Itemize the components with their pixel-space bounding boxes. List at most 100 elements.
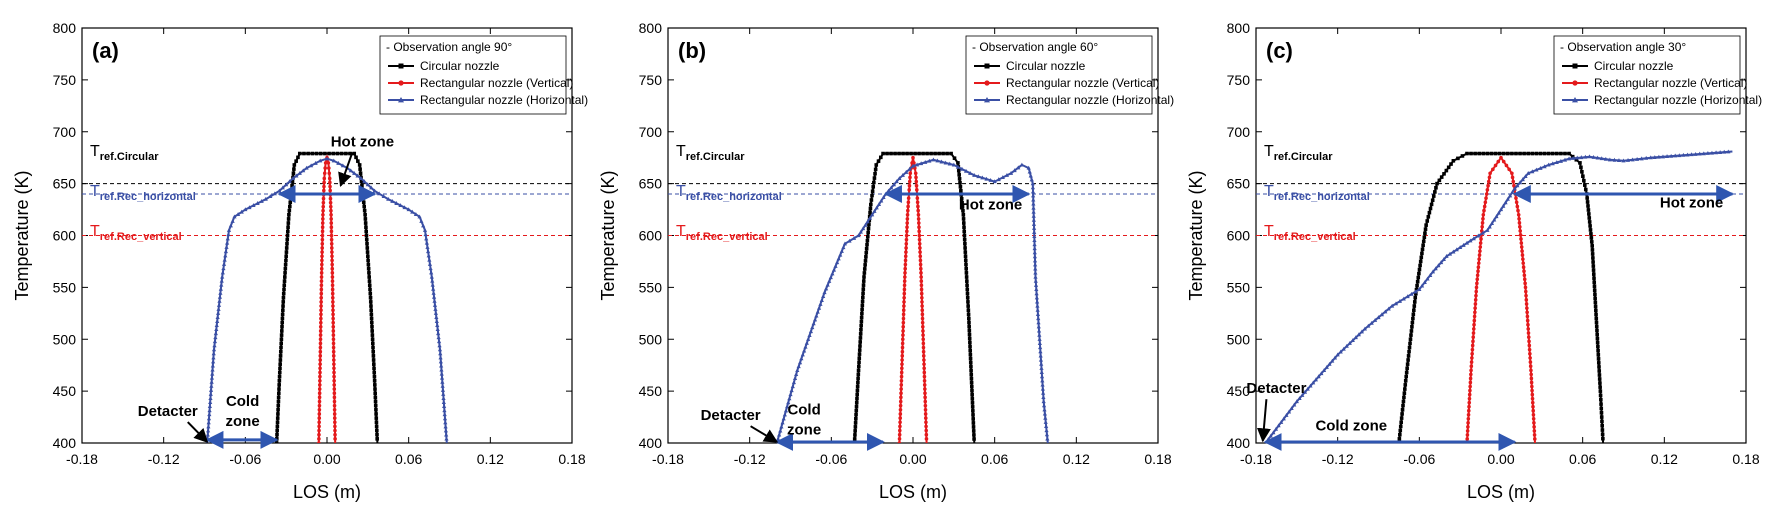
data-point: [1038, 345, 1043, 350]
data-point: [209, 379, 214, 384]
data-point: [329, 237, 334, 242]
data-point: [1413, 289, 1418, 294]
data-point: [1487, 175, 1492, 180]
data-point: [1596, 344, 1600, 349]
data-point: [815, 309, 820, 314]
data-point: [332, 408, 337, 412]
data-point: [1439, 175, 1444, 179]
data-point: [919, 161, 924, 166]
data-point: [1041, 403, 1047, 408]
data-point: [371, 358, 376, 362]
data-point: [1330, 358, 1335, 363]
data-point: [321, 196, 326, 201]
data-point: [1525, 314, 1530, 319]
data-point: [426, 253, 431, 258]
data-point: [1514, 200, 1519, 205]
data-point: [1516, 208, 1520, 213]
panel-label: (a): [92, 38, 119, 63]
data-point: [901, 151, 905, 156]
data-point: [1524, 293, 1528, 298]
data-point: [1470, 343, 1475, 348]
data-point: [1519, 237, 1523, 241]
data-point: [919, 283, 924, 288]
legend-entry: Circular nozzle: [1594, 59, 1674, 73]
data-point: [931, 157, 936, 162]
data-point: [219, 282, 224, 287]
data-point: [1401, 296, 1406, 301]
data-point: [331, 333, 336, 337]
data-point: [215, 315, 220, 319]
data-point: [1532, 421, 1536, 425]
data-point: [330, 291, 335, 296]
data-point: [1473, 306, 1477, 310]
data-point: [867, 215, 872, 220]
data-point: [1520, 253, 1525, 257]
data-point: [964, 275, 969, 279]
data-point: [330, 279, 335, 283]
data-point: [970, 393, 974, 397]
data-point: [329, 242, 334, 246]
data-point: [361, 200, 366, 205]
data-point: [921, 333, 925, 337]
data-point: [1467, 392, 1472, 397]
data-point: [410, 209, 415, 214]
data-point: [1591, 256, 1595, 260]
data-point: [865, 242, 869, 247]
legend-entry: Rectangular nozzle (Vertical): [420, 76, 573, 90]
data-point: [370, 329, 374, 333]
data-point: [904, 246, 908, 250]
data-point: [436, 335, 441, 340]
y-tick-label: 700: [639, 124, 663, 140]
data-point: [1518, 151, 1522, 156]
data-point: [275, 416, 280, 420]
data-point: [1595, 155, 1600, 160]
data-point: [860, 307, 864, 312]
data-point: [1597, 369, 1602, 373]
data-point: [854, 408, 859, 413]
data-point: [970, 405, 975, 409]
data-point: [794, 372, 799, 377]
data-point: [1518, 229, 1523, 233]
data-point: [319, 287, 324, 292]
data-point: [923, 159, 928, 164]
data-point: [225, 240, 230, 245]
data-point: [852, 437, 857, 441]
data-point: [1427, 210, 1432, 215]
data-point: [900, 337, 905, 342]
data-point: [336, 160, 341, 165]
data-point: [438, 359, 443, 364]
data-point: [1032, 242, 1037, 247]
data-point: [1019, 162, 1024, 167]
data-point: [857, 356, 862, 360]
data-point: [212, 339, 218, 344]
y-tick-label: 500: [1227, 331, 1251, 347]
data-point: [1042, 411, 1047, 416]
data-point: [1421, 243, 1425, 248]
data-point: [1300, 392, 1305, 397]
data-point: [1479, 237, 1483, 241]
data-point: [961, 208, 965, 213]
data-point: [367, 275, 371, 279]
y-tick-label: 450: [639, 383, 663, 399]
data-point: [1038, 349, 1043, 354]
data-point: [1503, 200, 1508, 205]
data-point: [357, 163, 362, 167]
data-point: [1527, 347, 1532, 352]
data-point: [317, 391, 322, 396]
legend-marker: [398, 63, 404, 69]
data-point: [297, 170, 302, 175]
data-point: [903, 271, 907, 275]
data-point: [223, 253, 228, 258]
data-point: [1404, 374, 1408, 379]
data-point: [964, 271, 969, 275]
data-point: [367, 279, 372, 283]
data-point: [332, 370, 336, 375]
data-point: [214, 323, 219, 328]
data-point: [1313, 377, 1318, 382]
data-point: [865, 234, 870, 239]
data-point: [318, 349, 323, 354]
data-point: [1519, 245, 1524, 249]
data-point: [874, 205, 879, 210]
data-point: [1032, 254, 1038, 259]
data-point: [968, 352, 973, 357]
